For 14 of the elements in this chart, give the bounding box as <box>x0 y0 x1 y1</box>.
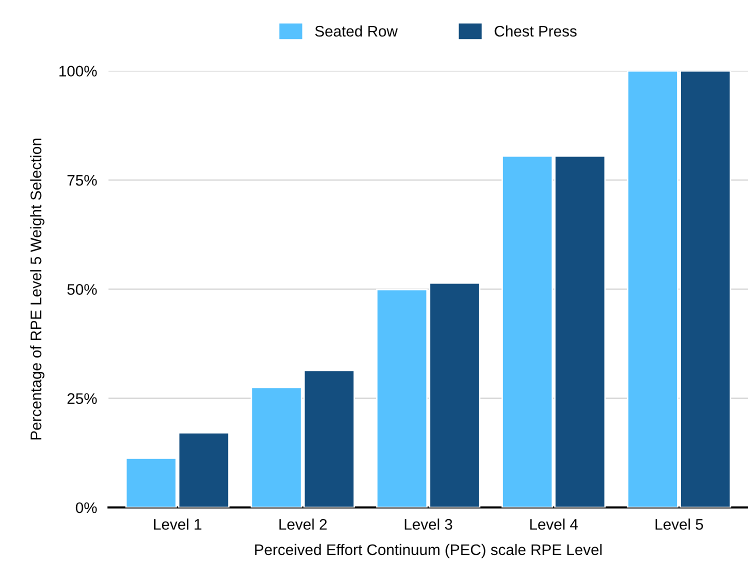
y-axis-title: Percentage of RPE Level 5 Weight Selection <box>30 138 44 440</box>
legend-label: Seated Row <box>315 25 398 37</box>
y-tick-label: 25% <box>68 393 97 404</box>
x-tick-label: Level 4 <box>530 518 578 530</box>
y-tick-label: 50% <box>67 284 97 295</box>
x-tick-label: Level 2 <box>279 518 327 530</box>
x-tick-label: Level 3 <box>404 518 452 530</box>
x-tick-label: Level 5 <box>656 518 704 530</box>
y-tick-label: 75% <box>68 174 97 186</box>
y-tick-label: 100% <box>59 66 97 77</box>
x-axis-title: Perceived Effort Continuum (PEC) scale RPE Level <box>255 544 602 558</box>
x-tick-label: Level 1 <box>154 518 202 530</box>
y-tick-label: 0% <box>76 502 97 514</box>
legend-label: Chest Press <box>494 25 577 37</box>
